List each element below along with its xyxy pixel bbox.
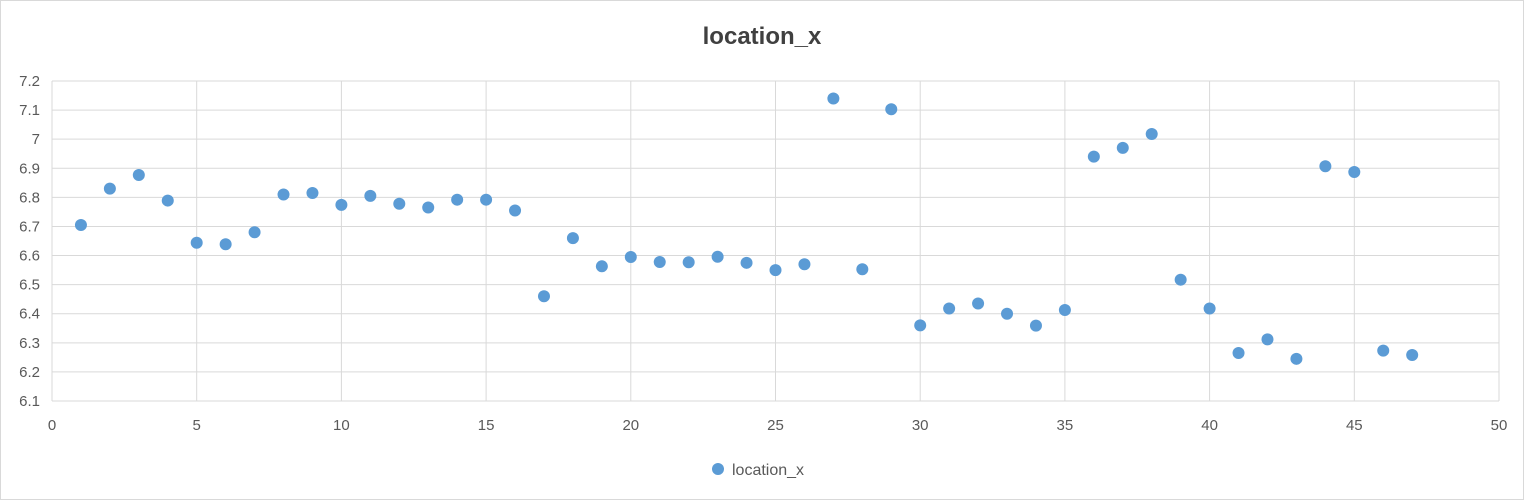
data-point xyxy=(364,189,377,202)
legend: location_x xyxy=(712,462,804,479)
data-point xyxy=(190,236,203,249)
data-point xyxy=(74,219,87,231)
y-tick-label: 6.8 xyxy=(19,189,40,206)
data-point xyxy=(132,168,145,181)
data-point xyxy=(335,198,348,211)
data-point xyxy=(943,302,956,315)
x-tick-label: 40 xyxy=(1201,417,1218,434)
data-series xyxy=(74,92,1419,365)
x-tick-label: 50 xyxy=(1491,417,1508,434)
data-point xyxy=(1348,166,1361,179)
y-tick-label: 7.2 xyxy=(19,73,40,90)
y-tick-label: 7 xyxy=(32,131,40,148)
data-point xyxy=(219,238,232,251)
data-point xyxy=(161,194,174,207)
data-point xyxy=(509,204,522,217)
data-point xyxy=(856,263,869,276)
y-tick-label: 6.3 xyxy=(19,335,40,352)
data-point xyxy=(1232,347,1245,359)
data-point xyxy=(653,255,666,268)
x-tick-label: 30 xyxy=(912,417,929,434)
data-point xyxy=(595,260,608,273)
data-point xyxy=(1377,344,1390,357)
data-point xyxy=(277,188,290,201)
x-tick-label: 25 xyxy=(767,417,784,434)
data-point xyxy=(1058,303,1071,316)
chart-title: location_x xyxy=(703,23,822,50)
data-point xyxy=(1116,141,1129,154)
data-point xyxy=(1174,273,1187,286)
data-point xyxy=(769,264,782,277)
data-point xyxy=(248,226,261,239)
x-tick-label: 45 xyxy=(1346,417,1363,434)
y-tick-label: 6.2 xyxy=(19,364,40,381)
data-point xyxy=(1203,302,1216,315)
data-point xyxy=(1290,352,1303,365)
data-point xyxy=(798,258,811,271)
x-tick-label: 35 xyxy=(1057,417,1074,434)
data-point xyxy=(827,92,840,105)
data-point xyxy=(103,182,116,195)
legend-marker xyxy=(712,463,724,475)
data-point xyxy=(1319,160,1332,173)
data-point xyxy=(682,256,695,269)
data-point xyxy=(393,197,406,210)
data-point xyxy=(1406,349,1419,362)
data-point xyxy=(1087,150,1100,163)
gridlines xyxy=(51,80,1500,402)
data-point xyxy=(1145,127,1158,140)
y-tick-label: 6.9 xyxy=(19,160,40,177)
y-tick-label: 6.6 xyxy=(19,248,40,265)
data-point xyxy=(914,319,927,332)
data-point xyxy=(740,256,753,269)
data-point xyxy=(422,201,435,214)
x-tick-label: 20 xyxy=(622,417,639,434)
data-point xyxy=(306,187,319,199)
data-point xyxy=(480,193,493,206)
x-axis: 0 5 10 15 20 25 30 35 40 45 50 xyxy=(48,417,1508,434)
data-point xyxy=(451,193,464,206)
legend-label: location_x xyxy=(732,462,804,479)
y-tick-label: 6.4 xyxy=(19,306,40,323)
data-point xyxy=(1001,307,1014,320)
x-tick-label: 0 xyxy=(48,417,56,434)
data-point xyxy=(711,250,724,263)
data-point xyxy=(537,290,550,303)
data-point xyxy=(624,251,637,263)
y-tick-label: 6.5 xyxy=(19,277,40,294)
y-tick-label: 6.7 xyxy=(19,218,40,235)
data-point xyxy=(885,103,898,116)
data-point xyxy=(1261,333,1274,346)
x-tick-label: 15 xyxy=(478,417,495,434)
x-tick-label: 10 xyxy=(333,417,350,434)
data-point xyxy=(972,297,985,310)
y-tick-label: 7.1 xyxy=(19,102,40,119)
y-tick-label: 6.1 xyxy=(19,393,40,410)
y-axis: 6.1 6.2 6.3 6.4 6.5 6.6 6.7 6.8 6.9 7 7.1 7.2 xyxy=(19,73,40,410)
x-tick-label: 5 xyxy=(193,417,201,434)
data-point xyxy=(566,232,579,245)
data-point xyxy=(1029,319,1042,332)
